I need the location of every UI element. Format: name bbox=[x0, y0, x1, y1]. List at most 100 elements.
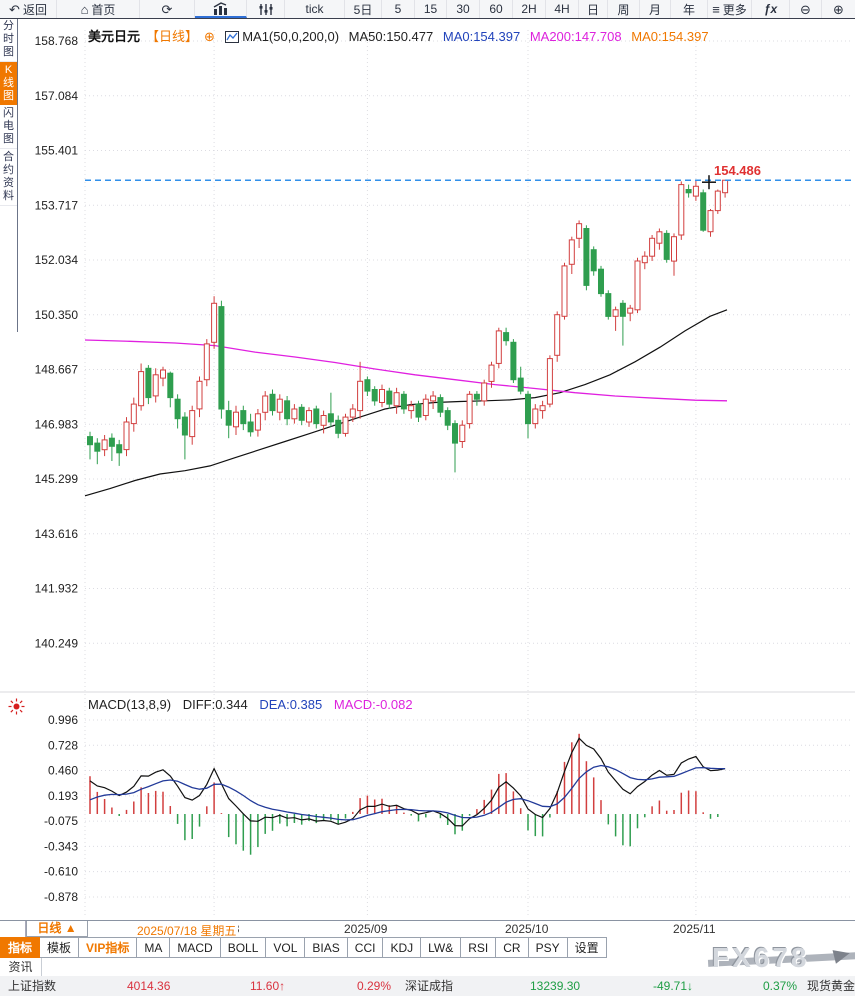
macd-dea-line bbox=[89, 764, 726, 821]
ticker-szse-name[interactable]: 深证成指 bbox=[405, 979, 454, 993]
home-button[interactable]: ⌂ 首页 bbox=[57, 0, 140, 18]
candlestick-series bbox=[87, 179, 729, 473]
sliders-icon bbox=[259, 3, 272, 15]
zoom-out-icon: ⊖ bbox=[800, 1, 811, 17]
zoom-out-button[interactable]: ⊖ bbox=[790, 0, 822, 18]
back-arrow-icon: ↶ bbox=[9, 1, 20, 17]
interval-yearly[interactable]: 年 bbox=[671, 0, 708, 18]
home-icon: ⌂ bbox=[80, 1, 89, 17]
y-axis-tick: 158.768 bbox=[35, 34, 79, 48]
tab-lw[interactable]: LW& bbox=[421, 937, 462, 958]
line-chart-icon bbox=[224, 31, 239, 43]
period-spacer bbox=[0, 921, 26, 937]
interval-label: 15 bbox=[423, 2, 438, 16]
more-label: 更多 bbox=[722, 2, 747, 17]
ma50-value: MA50:150.477 bbox=[348, 29, 434, 44]
y-axis-tick: 141.932 bbox=[35, 582, 79, 596]
axis-label-oct: 2025/10 bbox=[505, 922, 549, 936]
ma0-orange-value: MA0:154.397 bbox=[631, 29, 709, 44]
macd-diff-line bbox=[89, 737, 726, 827]
tab-bias[interactable]: BIAS bbox=[305, 937, 348, 958]
ticker-gold-name[interactable]: 现货黄金 bbox=[807, 979, 855, 993]
left-tab-strip: 分时图 K线图 闪电图 合约资料 bbox=[0, 18, 18, 332]
macd-params: MACD(13,8,9) bbox=[88, 697, 172, 712]
tab-rsi[interactable]: RSI bbox=[461, 937, 497, 958]
refresh-button[interactable]: ⟳ bbox=[140, 0, 195, 18]
tab-macd[interactable]: MACD bbox=[170, 937, 221, 958]
zoom-in-icon: ⊕ bbox=[833, 1, 844, 17]
tab-psy[interactable]: PSY bbox=[528, 937, 568, 958]
interval-label: 周 bbox=[617, 2, 630, 17]
macd-axis-tick: 0.996 bbox=[48, 713, 78, 727]
interval-monthly[interactable]: 月 bbox=[640, 0, 671, 18]
period-selector-button[interactable]: 日线 ▲ bbox=[26, 921, 88, 937]
ma200-line bbox=[84, 339, 728, 402]
y-axis-tick: 157.084 bbox=[35, 89, 79, 103]
indicator-sun-icon[interactable] bbox=[8, 698, 25, 715]
ma0-blue-value: MA0:154.397 bbox=[442, 29, 521, 44]
tab-news[interactable]: 资讯 bbox=[0, 958, 42, 976]
macd-hist-value: MACD:-0.082 bbox=[333, 697, 413, 712]
more-button[interactable]: ≡ 更多 bbox=[708, 0, 752, 18]
tab-settings[interactable]: 设置 bbox=[567, 937, 607, 958]
zoom-in-button[interactable]: ⊕ bbox=[822, 0, 855, 18]
formula-fx-button[interactable]: ƒx bbox=[752, 0, 790, 18]
interval-label: tick bbox=[305, 2, 324, 16]
fx-icon: ƒx bbox=[763, 2, 778, 16]
interval-label: 月 bbox=[648, 2, 661, 17]
tab-indicator[interactable]: 指标 bbox=[0, 937, 41, 958]
tab-vip-indicator[interactable]: VIP指标 bbox=[79, 937, 138, 958]
interval-label: 5日 bbox=[353, 2, 373, 17]
tab-kdj[interactable]: KDJ bbox=[383, 937, 422, 958]
ma50-line bbox=[84, 309, 728, 497]
y-axis-tick: 145.299 bbox=[35, 472, 79, 486]
interval-15min[interactable]: 15 bbox=[415, 0, 447, 18]
interval-daily[interactable]: 日 bbox=[579, 0, 608, 18]
tab-vol[interactable]: VOL bbox=[266, 937, 306, 958]
ticker-szse-percent: 0.37% bbox=[763, 979, 798, 993]
tab-lightning-chart[interactable]: 闪电图 bbox=[0, 105, 17, 149]
interval-tick[interactable]: tick bbox=[285, 0, 345, 18]
add-favorite-icon[interactable]: ⊕ bbox=[204, 29, 215, 44]
tab-ma[interactable]: MA bbox=[137, 937, 171, 958]
interval-label: 5 bbox=[394, 2, 402, 16]
tab-cci[interactable]: CCI bbox=[347, 937, 384, 958]
interval-60min[interactable]: 60 bbox=[480, 0, 513, 18]
symbol-name: 美元日元 bbox=[88, 29, 141, 44]
ticker-sse-percent: 0.29% bbox=[357, 979, 392, 993]
last-price-label: 154.486 bbox=[714, 163, 761, 178]
tab-cr[interactable]: CR bbox=[496, 937, 529, 958]
interval-weekly[interactable]: 周 bbox=[608, 0, 640, 18]
macd-axis-tick: 0.460 bbox=[48, 764, 78, 778]
tab-contract-info[interactable]: 合约资料 bbox=[0, 149, 17, 206]
ticker-sse-price: 4014.36 bbox=[127, 979, 171, 993]
back-label: 返回 bbox=[22, 2, 47, 17]
interval-label: 日 bbox=[586, 2, 599, 17]
period-tag: 【日线】 bbox=[146, 29, 199, 44]
market-ticker: 上证指数 4014.36 11.60↑ 0.29% 深证成指 13239.30 … bbox=[0, 976, 855, 996]
ma200-value: MA200:147.708 bbox=[529, 29, 622, 44]
tab-kline-chart[interactable]: K线图 bbox=[0, 62, 17, 105]
indicator-tab-bar: 指标 模板 VIP指标 MA MACD BOLL VOL BIAS CCI KD… bbox=[0, 937, 855, 959]
chart-type-button[interactable] bbox=[195, 0, 247, 18]
date-axis-row: 日线 ▲ 2025/08 2025/09 2025/10 2025/11 202… bbox=[0, 920, 855, 939]
interval-5min[interactable]: 5 bbox=[382, 0, 415, 18]
tab-time-chart[interactable]: 分时图 bbox=[0, 18, 17, 62]
interval-2h[interactable]: 2H bbox=[513, 0, 546, 18]
ticker-sse-name[interactable]: 上证指数 bbox=[8, 979, 57, 993]
settings-sliders-button[interactable] bbox=[247, 0, 285, 18]
y-axis-tick: 146.983 bbox=[35, 417, 79, 431]
ticker-sse-change: 11.60↑ bbox=[250, 979, 286, 993]
tab-template[interactable]: 模板 bbox=[40, 937, 80, 958]
interval-label: 2H bbox=[521, 2, 537, 16]
interval-4h[interactable]: 4H bbox=[546, 0, 579, 18]
y-axis-tick: 155.401 bbox=[35, 144, 79, 158]
back-button[interactable]: ↶ 返回 bbox=[0, 0, 57, 18]
interval-30min[interactable]: 30 bbox=[447, 0, 480, 18]
interval-5day[interactable]: 5日 bbox=[345, 0, 382, 18]
macd-histogram bbox=[89, 733, 719, 855]
macd-axis-tick: -0.343 bbox=[44, 839, 78, 853]
tab-boll[interactable]: BOLL bbox=[220, 937, 267, 958]
menu-icon: ≡ bbox=[712, 1, 720, 17]
